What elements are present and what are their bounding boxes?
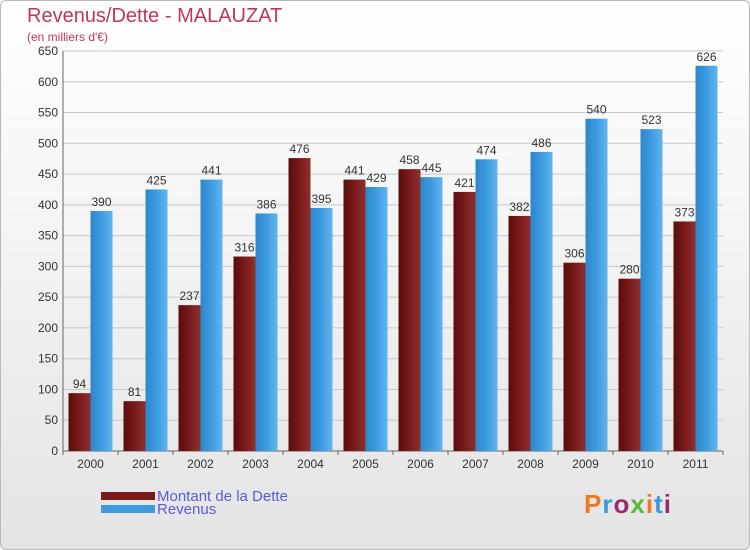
y-tick-label: 200	[38, 321, 58, 335]
bar-debt	[673, 221, 696, 451]
bar-revenue	[255, 213, 278, 451]
y-tick-label: 100	[38, 382, 58, 396]
data-label-revenue: 486	[531, 136, 551, 150]
x-tick-label: 2004	[297, 457, 324, 471]
legend-item-debt: Montant de la Dette	[101, 487, 288, 505]
bar-revenue	[585, 118, 608, 451]
y-tick-label: 400	[38, 198, 58, 212]
y-tick-label: 550	[38, 106, 58, 120]
logo-letter: i	[663, 489, 672, 519]
x-tick-label: 2008	[517, 457, 544, 471]
data-label-revenue: 441	[201, 164, 221, 178]
data-label-revenue: 523	[641, 113, 661, 127]
data-label-debt: 280	[619, 263, 639, 277]
y-tick-label: 50	[45, 413, 59, 427]
x-tick-label: 2003	[242, 457, 269, 471]
bar-revenue	[90, 211, 113, 451]
y-tick-label: 0	[51, 444, 58, 458]
bar-revenue	[640, 129, 663, 451]
bar-debt	[343, 179, 366, 451]
data-label-debt: 458	[399, 153, 419, 167]
bar-debt	[178, 305, 201, 451]
data-label-debt: 306	[564, 247, 584, 261]
y-tick-label: 350	[38, 229, 58, 243]
logo-letter: x	[630, 489, 646, 519]
logo-letter: o	[613, 489, 631, 519]
x-tick-label: 2010	[627, 457, 654, 471]
legend-label-revenue: Revenus	[157, 500, 217, 518]
x-tick-label: 2002	[187, 457, 214, 471]
y-tick-label: 450	[38, 167, 58, 181]
bar-revenue	[200, 179, 223, 451]
legend-swatch-revenue	[101, 505, 155, 513]
x-tick-label: 2000	[77, 457, 104, 471]
x-tick-label: 2005	[352, 457, 379, 471]
bar-debt	[618, 278, 641, 451]
x-tick-label: 2007	[462, 457, 489, 471]
bar-debt	[68, 393, 91, 451]
legend-label-debt: Montant de la Dette	[157, 487, 288, 505]
data-label-debt: 316	[234, 241, 254, 255]
logo-letter: i	[645, 489, 655, 519]
data-label-revenue: 474	[476, 143, 496, 157]
data-label-revenue: 540	[586, 103, 606, 117]
bar-revenue	[365, 187, 388, 451]
data-label-debt: 94	[73, 377, 87, 391]
bar-debt	[453, 191, 476, 451]
logo-letter: P	[584, 489, 603, 519]
logo-letter: r	[602, 489, 614, 519]
legend-swatch-debt	[101, 492, 155, 500]
data-label-revenue: 445	[421, 161, 441, 175]
data-label-revenue: 425	[146, 173, 166, 187]
data-label-debt: 373	[674, 205, 694, 219]
chart-title: Revenus/Dette - MALAUZAT	[27, 5, 283, 27]
x-tick-label: 2001	[132, 457, 159, 471]
data-label-debt: 421	[454, 176, 474, 190]
bar-debt	[288, 158, 311, 452]
bar-revenue	[530, 151, 553, 451]
bar-debt	[123, 401, 146, 451]
bar-debt	[398, 169, 421, 451]
bar-debt	[563, 262, 586, 451]
bar-debt	[508, 215, 531, 451]
chart-subtitle: (en milliers d'€)	[27, 30, 108, 44]
data-label-debt: 476	[289, 142, 309, 156]
data-label-revenue: 386	[256, 197, 276, 211]
y-tick-label: 650	[38, 44, 58, 58]
data-label-revenue: 390	[91, 195, 111, 209]
data-label-revenue: 626	[696, 50, 716, 64]
y-tick-label: 300	[38, 259, 58, 273]
bar-revenue	[420, 177, 443, 451]
x-tick-label: 2009	[572, 457, 599, 471]
y-tick-label: 600	[38, 75, 58, 89]
x-tick-label: 2006	[407, 457, 434, 471]
bar-revenue	[145, 189, 168, 451]
legend-item-revenue: Revenus	[101, 500, 217, 518]
x-tick-label: 2011	[683, 457, 709, 471]
bar-debt	[233, 256, 256, 451]
data-label-revenue: 395	[311, 192, 331, 206]
bar-revenue	[695, 65, 718, 452]
data-label-debt: 81	[128, 385, 142, 399]
y-tick-label: 250	[38, 290, 58, 304]
bar-revenue	[310, 207, 333, 451]
y-tick-label: 500	[38, 136, 58, 150]
logo-letter: t	[654, 489, 664, 519]
data-label-revenue: 429	[366, 171, 386, 185]
proxiti-logo: Proxiti	[584, 489, 672, 520]
bar-revenue	[475, 159, 498, 452]
y-tick-label: 150	[38, 352, 58, 366]
data-label-debt: 237	[179, 289, 199, 303]
data-label-debt: 441	[344, 164, 364, 178]
data-label-debt: 382	[509, 200, 529, 214]
